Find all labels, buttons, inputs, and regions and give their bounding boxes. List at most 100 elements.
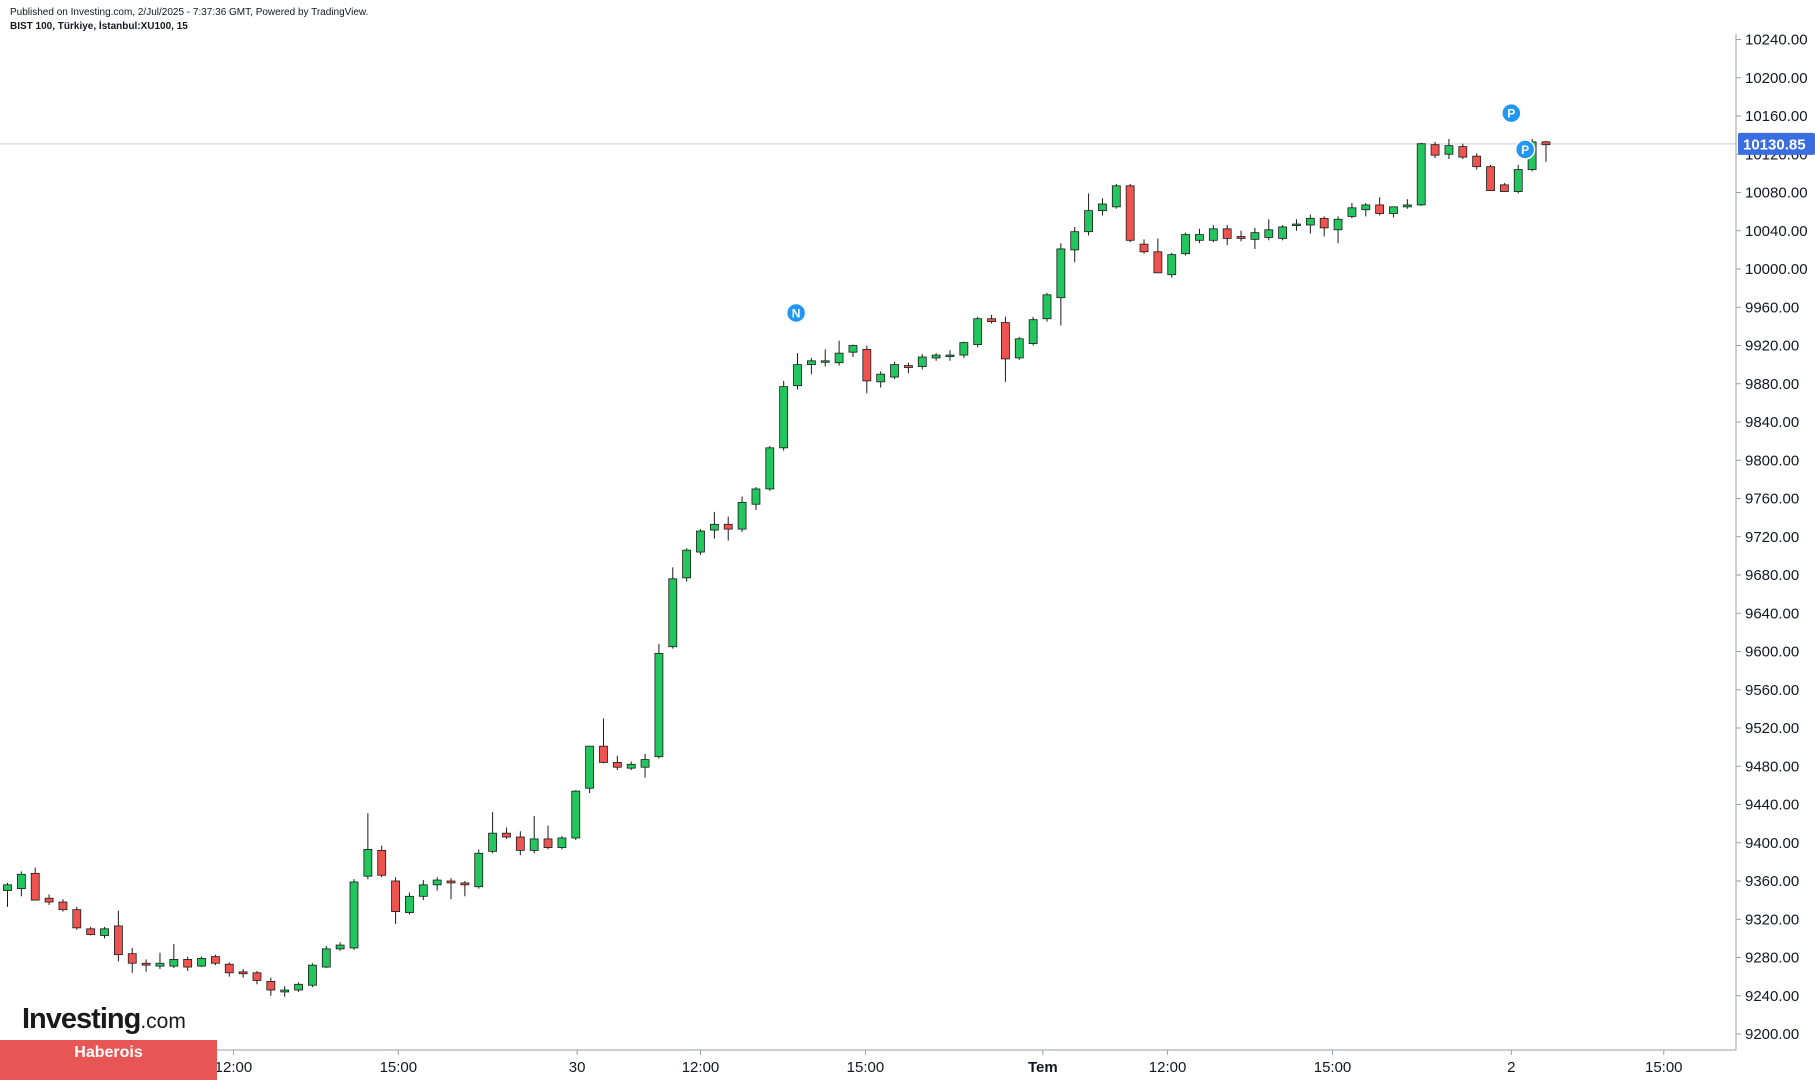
candle <box>252 970 262 985</box>
candle <box>446 878 456 900</box>
event-marker[interactable]: P <box>1501 102 1522 124</box>
candle-body <box>1486 166 1495 191</box>
candle-body <box>682 549 692 579</box>
haberois-banner[interactable]: Haberois <box>0 1040 217 1080</box>
candle <box>1208 225 1218 243</box>
candle <box>169 944 179 969</box>
candle <box>612 755 622 771</box>
candle-body <box>709 523 719 531</box>
candle <box>1305 214 1315 234</box>
price-tick-label: 9360.00 <box>1745 873 1799 890</box>
candle <box>113 910 123 962</box>
candle <box>1430 141 1440 159</box>
candle <box>1264 219 1274 241</box>
event-marker[interactable]: P <box>1514 139 1536 160</box>
price-tick-label: 9720.00 <box>1745 529 1799 546</box>
candle <box>141 959 151 972</box>
candle-body <box>1541 141 1551 146</box>
candle-body <box>654 653 664 758</box>
candle-body <box>1056 248 1066 299</box>
candle <box>1402 199 1412 209</box>
event-marker-circle <box>785 302 807 324</box>
candle <box>765 445 775 491</box>
price-tick-label: 9880.00 <box>1745 376 1799 393</box>
candle <box>238 968 248 978</box>
candle <box>86 926 96 936</box>
price-tick-label: 10000.00 <box>1745 261 1808 278</box>
candle <box>723 516 733 541</box>
candle-body <box>1361 204 1371 211</box>
candle <box>1001 316 1010 382</box>
candle-body <box>1402 204 1412 208</box>
candle <box>931 353 941 361</box>
candle-body <box>585 745 595 789</box>
time-tick-label: 15:00 <box>380 1059 418 1076</box>
candle <box>460 881 470 897</box>
candle <box>1084 193 1093 236</box>
candle-body <box>1098 203 1107 212</box>
candle-body <box>1250 232 1260 240</box>
price-tick-label: 9400.00 <box>1745 835 1799 852</box>
candle-body <box>141 962 151 966</box>
candle-body <box>1139 243 1149 253</box>
candle <box>945 350 955 361</box>
candle <box>1195 228 1204 244</box>
candle-body <box>876 373 886 383</box>
price-axis[interactable]: 9200.00 9240.00 9280.00 9320.00 9360.00 9400.… <box>1736 32 1808 1044</box>
candle <box>405 892 414 915</box>
candle <box>571 790 581 840</box>
candle-body <box>1375 204 1385 214</box>
last-price-tag-label: 10130.85 <box>1743 136 1806 153</box>
candle-body <box>86 928 96 935</box>
candle-body <box>612 762 622 768</box>
candle-body <box>349 881 359 949</box>
candle <box>72 906 82 930</box>
candle-body <box>1236 236 1246 239</box>
candle <box>793 353 802 390</box>
candle-body <box>862 348 872 382</box>
candle <box>3 882 12 907</box>
candle-body <box>626 763 636 769</box>
candle <box>1292 219 1301 231</box>
candle <box>848 344 858 357</box>
candle <box>820 349 830 367</box>
candle-body <box>224 963 234 974</box>
event-markers[interactable]: N P P <box>785 102 1536 324</box>
candle <box>1486 164 1495 191</box>
candle-body <box>72 909 82 929</box>
candle-body <box>238 971 248 975</box>
candle <box>44 894 54 905</box>
candle-body <box>16 873 26 890</box>
candle <box>529 815 539 854</box>
candle-body <box>806 360 816 366</box>
price-tick-label: 9280.00 <box>1745 950 1799 967</box>
candle-body <box>723 523 733 530</box>
chart-header: Published on Investing.com, 2/Jul/2025 -… <box>10 6 368 34</box>
candle-body <box>765 447 775 490</box>
investing-logo: Investing.com <box>22 1003 186 1036</box>
candle-body <box>1042 294 1052 320</box>
candle-body <box>335 944 345 950</box>
symbol-title: BIST 100, Türkiye, İstanbul:XU100, 15 <box>10 21 188 32</box>
published-note: Published on Investing.com, 2/Jul/2025 -… <box>10 7 369 18</box>
candle-body <box>1014 338 1024 359</box>
price-tick-label: 9640.00 <box>1745 605 1799 622</box>
candle-body <box>668 578 678 648</box>
candle <box>751 487 761 510</box>
candle <box>1278 225 1288 241</box>
candle-body <box>1513 169 1523 192</box>
candle <box>1111 183 1121 209</box>
candle-body <box>1070 231 1080 251</box>
time-axis[interactable]: 2712:0015:003012:0015:00Tem12:0015:00215… <box>103 1050 1683 1076</box>
candle-body <box>945 354 955 357</box>
time-tick-label: 15:00 <box>847 1059 885 1076</box>
candle-body <box>363 849 373 877</box>
candle-body <box>3 884 12 891</box>
time-tick-label: 30 <box>569 1059 586 1076</box>
candle <box>1070 226 1080 263</box>
candle-body <box>418 884 428 897</box>
candle <box>599 718 608 764</box>
event-marker[interactable]: N <box>785 302 807 324</box>
logo-suffix: .com <box>140 1010 186 1033</box>
